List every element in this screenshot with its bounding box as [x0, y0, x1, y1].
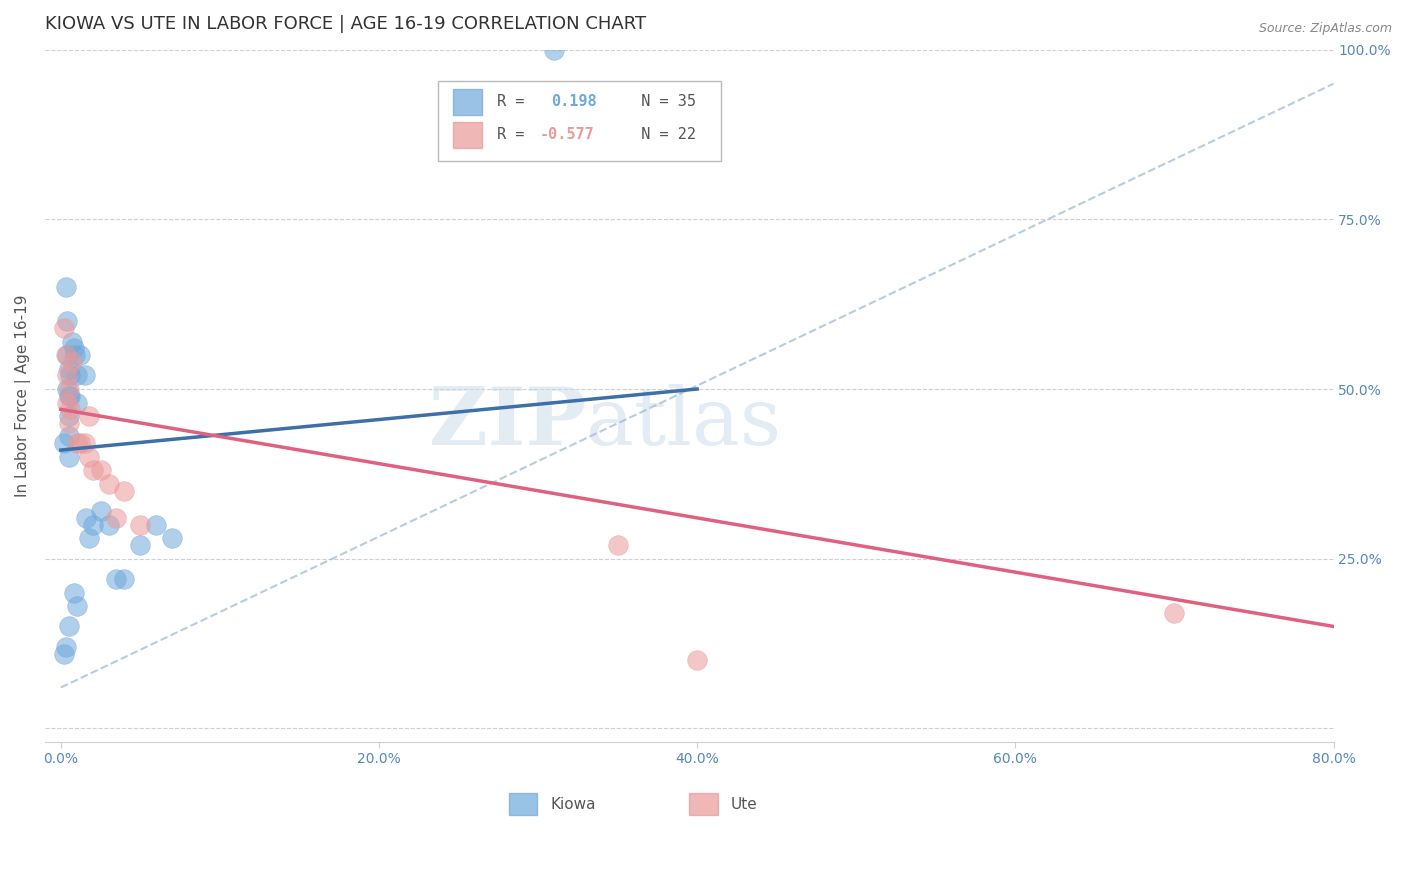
Text: Kiowa: Kiowa: [550, 797, 596, 812]
Point: [56, 382, 79, 396]
Point: [60, 355, 83, 369]
Point: [58, 409, 80, 424]
Point: [53, 321, 76, 335]
Text: atlas: atlas: [586, 384, 782, 462]
Point: [56, 348, 79, 362]
Point: [90, 463, 112, 477]
Point: [160, 531, 183, 545]
Text: R =: R =: [498, 95, 543, 109]
Text: Source: ZipAtlas.com: Source: ZipAtlas.com: [1258, 22, 1392, 36]
Point: [1163, 606, 1185, 620]
Point: [79, 450, 101, 464]
Point: [73, 368, 96, 383]
Point: [79, 409, 101, 424]
Point: [606, 538, 628, 552]
Text: 0.198: 0.198: [551, 95, 598, 109]
Point: [58, 429, 80, 443]
Y-axis label: In Labor Force | Age 16-19: In Labor Force | Age 16-19: [15, 294, 31, 497]
Text: N = 22: N = 22: [623, 128, 696, 143]
Point: [56, 395, 79, 409]
Point: [66, 599, 89, 613]
Point: [58, 450, 80, 464]
Point: [53, 647, 76, 661]
Point: [105, 572, 128, 586]
Point: [129, 517, 152, 532]
Text: R =: R =: [498, 128, 534, 143]
Point: [129, 538, 152, 552]
FancyBboxPatch shape: [453, 122, 482, 148]
Point: [66, 368, 89, 383]
Point: [58, 416, 80, 430]
FancyBboxPatch shape: [437, 81, 721, 161]
Point: [90, 504, 112, 518]
FancyBboxPatch shape: [689, 793, 717, 815]
Point: [58, 619, 80, 633]
Point: [66, 395, 89, 409]
Point: [69, 436, 91, 450]
Point: [55, 640, 77, 654]
Point: [97, 477, 120, 491]
Point: [58, 382, 80, 396]
Point: [105, 511, 128, 525]
Point: [73, 436, 96, 450]
Point: [58, 361, 80, 376]
Point: [62, 585, 84, 599]
Point: [66, 436, 89, 450]
Point: [55, 348, 77, 362]
Point: [59, 368, 82, 383]
Text: Ute: Ute: [731, 797, 758, 812]
Point: [55, 280, 77, 294]
Point: [97, 517, 120, 532]
Point: [56, 314, 79, 328]
Text: KIOWA VS UTE IN LABOR FORCE | AGE 16-19 CORRELATION CHART: KIOWA VS UTE IN LABOR FORCE | AGE 16-19 …: [45, 15, 645, 33]
Point: [58, 389, 80, 403]
Point: [79, 531, 101, 545]
Point: [145, 517, 167, 532]
Point: [59, 402, 82, 417]
Point: [60, 334, 83, 349]
Point: [62, 341, 84, 355]
Text: -0.577: -0.577: [540, 128, 595, 143]
Point: [543, 43, 565, 57]
Point: [59, 389, 82, 403]
Point: [114, 483, 136, 498]
FancyBboxPatch shape: [453, 88, 482, 115]
Point: [53, 436, 76, 450]
Point: [69, 348, 91, 362]
Point: [114, 572, 136, 586]
FancyBboxPatch shape: [509, 793, 537, 815]
Text: ZIP: ZIP: [429, 384, 586, 462]
Point: [82, 517, 104, 532]
Point: [63, 348, 86, 362]
Text: N = 35: N = 35: [623, 95, 696, 109]
Point: [82, 463, 104, 477]
Point: [56, 368, 79, 383]
Point: [686, 653, 709, 667]
Point: [75, 511, 97, 525]
